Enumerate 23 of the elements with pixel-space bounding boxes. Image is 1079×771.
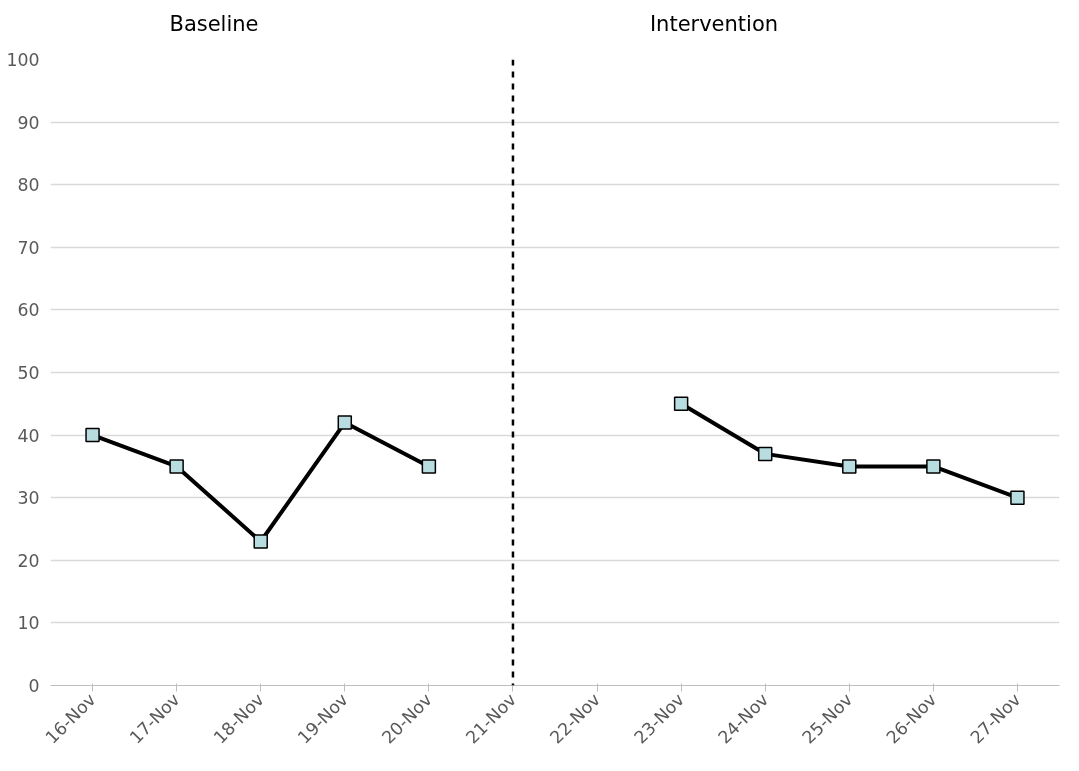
point [842,459,857,474]
y-tick-label: 20 [17,550,40,571]
y-tick-label: 30 [17,488,40,509]
y-tick-label: 0 [28,676,40,696]
point [673,396,689,412]
point [421,459,437,474]
y-tick-label: 40 [17,425,40,446]
point [757,446,773,462]
point [926,459,941,474]
y-tick-label: 90 [17,112,40,133]
point [337,415,353,430]
y-tick-label: 60 [17,300,40,321]
text: Intervention [649,11,779,38]
point [169,459,184,474]
y-tick-label: 80 [17,175,40,196]
y-tick-label: 50 [17,363,40,383]
y-tick-label: 10 [17,613,40,634]
text: Baseline [169,11,259,38]
y-tick-label: 70 [17,237,40,258]
y-tick-label: 100 [6,50,40,70]
point [85,427,100,443]
point [253,534,268,549]
point [1010,490,1025,505]
